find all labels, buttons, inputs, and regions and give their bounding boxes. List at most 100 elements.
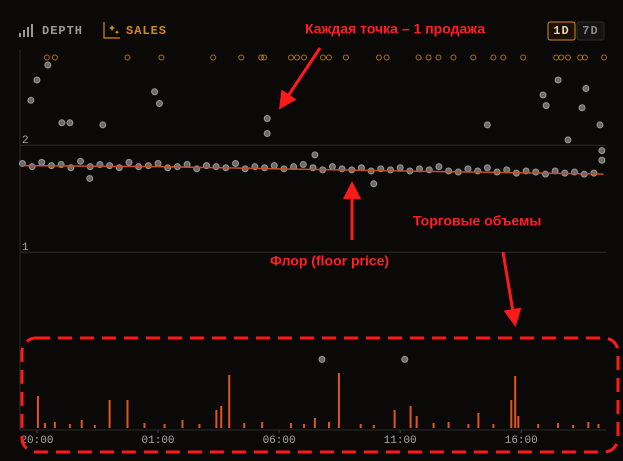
sale-point: [212, 163, 220, 171]
sale-point: [338, 165, 346, 173]
annotation-arrow: [501, 251, 522, 327]
volume-bar: [220, 406, 223, 428]
volume-bar: [93, 425, 96, 428]
volume-bar: [228, 375, 231, 428]
sale-point: [319, 54, 326, 61]
sale-point: [435, 54, 442, 61]
sale-point: [425, 54, 432, 61]
sale-point: [44, 61, 52, 69]
y-tick-label: 1: [22, 242, 29, 254]
sale-point: [483, 164, 491, 172]
volume-bar: [514, 376, 517, 428]
sale-point: [164, 164, 172, 172]
button: [547, 21, 576, 41]
volume-bar: [327, 422, 330, 428]
sale-point: [598, 156, 606, 164]
sale-point: [590, 169, 598, 177]
annotation: Флор (floor price): [270, 253, 389, 269]
volume-bar: [163, 424, 166, 428]
sale-point: [435, 163, 443, 171]
range-1d[interactable]: 1D: [547, 21, 576, 41]
sale-point: [325, 54, 332, 61]
sale-point: [151, 88, 159, 96]
sale-point: [532, 168, 540, 176]
sales-label: SALES: [126, 24, 167, 38]
volume-bar: [289, 423, 292, 428]
volume-bar: [587, 422, 590, 428]
x-tick-label: 01:00: [142, 435, 175, 447]
volume-bar: [537, 424, 540, 428]
sale-point: [144, 162, 152, 170]
volume-bar: [477, 413, 480, 428]
sale-point: [415, 54, 422, 61]
volume-bar: [447, 422, 450, 428]
floor-line: [19, 164, 604, 175]
sale-point: [124, 54, 131, 61]
sale-point: [396, 164, 404, 172]
sale-point: [238, 54, 245, 61]
x-tick-label: 11:00: [384, 435, 417, 447]
sale-point: [500, 54, 507, 61]
sale-point: [311, 151, 319, 159]
sale-point: [542, 102, 550, 110]
button-label: 1D: [553, 24, 569, 38]
sale-point: [470, 54, 477, 61]
sale-point: [270, 162, 278, 170]
sale-point: [581, 54, 588, 61]
volume-bar: [303, 424, 306, 428]
sale-point: [33, 76, 41, 84]
sale-point: [564, 136, 572, 144]
sale-point: [38, 158, 46, 166]
annotation-arrow: [279, 47, 322, 110]
sale-point: [375, 54, 382, 61]
sale-point: [383, 54, 390, 61]
sale-point: [596, 121, 604, 129]
volume-bar: [68, 424, 71, 428]
sale-point: [598, 147, 606, 155]
volume-bar: [36, 396, 39, 428]
volume-bar: [517, 416, 520, 428]
volume-bar: [261, 422, 264, 428]
plot: 1 2 20:00 01:00 06:00 11:00 16:00: [18, 54, 608, 447]
volume-bar: [143, 423, 146, 428]
volume-bar: [43, 423, 46, 428]
sale-point: [483, 121, 491, 129]
volume-bar: [393, 410, 396, 428]
volume-bar: [198, 424, 201, 428]
sale-point: [294, 54, 301, 61]
sale-point: [86, 174, 94, 182]
volume-bar: [510, 400, 513, 428]
sale-point: [299, 161, 307, 169]
sale-point: [520, 54, 527, 61]
x-tick-label: 06:00: [263, 435, 296, 447]
sale-point: [287, 54, 294, 61]
sale-point: [261, 54, 268, 61]
volume-bar: [415, 416, 418, 428]
sale-point: [401, 355, 409, 363]
annotation: Торговые объемы: [413, 213, 541, 229]
sales-tab[interactable]: SALES: [103, 22, 167, 39]
button: [576, 21, 605, 41]
volume-bar: [372, 425, 375, 428]
y-tick-label: 2: [22, 135, 29, 147]
sales-icon: [103, 22, 120, 39]
volume-highlight: [20, 336, 620, 454]
sales-icon-sparkle: [109, 25, 120, 35]
sale-point: [125, 158, 133, 166]
sale-point: [474, 167, 482, 175]
sale-point: [51, 54, 58, 61]
range-7d[interactable]: 7D: [576, 21, 605, 41]
volume-bar: [359, 424, 362, 428]
volume-bar: [108, 400, 111, 428]
button-label: 7D: [582, 24, 598, 38]
volume-bar: [337, 373, 340, 428]
volume-bar: [126, 400, 129, 428]
depth-tab[interactable]: DEPTH: [19, 24, 83, 38]
sale-point: [232, 159, 240, 167]
volume-bar: [181, 420, 184, 428]
x-tick-label: 20:00: [20, 435, 53, 447]
sale-point: [450, 54, 457, 61]
volume-bar: [313, 418, 316, 428]
sale-point: [301, 54, 308, 61]
